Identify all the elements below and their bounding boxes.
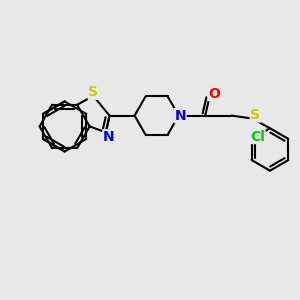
Text: S: S [250,108,260,122]
Text: N: N [174,109,186,123]
Text: O: O [208,86,220,100]
Text: N: N [103,130,115,144]
Text: S: S [88,85,98,99]
Text: Cl: Cl [250,130,265,143]
